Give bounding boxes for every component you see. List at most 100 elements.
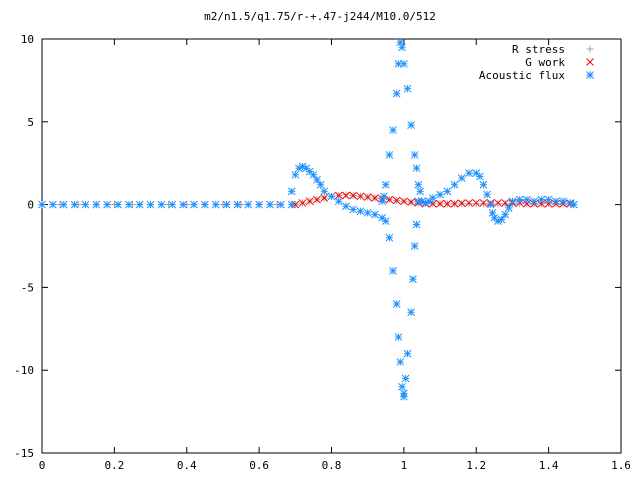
y-tick-label: -10 [14, 364, 34, 377]
cross-b [298, 199, 307, 207]
star-d2 [443, 187, 452, 196]
star-d2 [222, 200, 231, 209]
data-point [392, 89, 401, 98]
cross-b [313, 195, 321, 204]
data-point [450, 180, 459, 189]
data-point [398, 43, 406, 52]
star-d2 [476, 172, 484, 181]
data-point [385, 233, 394, 242]
star-d2 [504, 204, 513, 212]
series-acoustic-flux [38, 38, 578, 401]
star-d2 [523, 195, 531, 204]
data-point [222, 200, 231, 209]
data-point [305, 197, 314, 206]
data-point [483, 190, 491, 199]
data-point [200, 200, 209, 209]
star-d2 [394, 333, 403, 341]
star-d2 [570, 200, 578, 209]
data-point [380, 192, 388, 201]
data-point [244, 200, 253, 209]
data-point [501, 200, 509, 208]
star-d2 [410, 242, 419, 250]
data-point [537, 195, 546, 204]
x-tick-label: 1.2 [466, 459, 486, 472]
star-d2 [124, 200, 133, 209]
data-point [313, 195, 321, 204]
star-d2 [566, 199, 575, 207]
star-d2 [309, 170, 318, 179]
x-tick-label: 0 [39, 459, 46, 472]
data-point [407, 121, 415, 129]
data-point [479, 180, 488, 189]
star-d2 [287, 187, 296, 196]
data-point [488, 209, 497, 217]
star-d2 [59, 200, 68, 209]
data-point [414, 180, 423, 189]
star-d2 [276, 200, 285, 209]
star-d2 [103, 200, 111, 209]
data-point [320, 187, 329, 196]
star-d2 [371, 210, 379, 219]
series-group [38, 38, 578, 401]
star-d2 [233, 200, 242, 209]
star-d2 [146, 200, 155, 209]
cross-b [291, 200, 300, 209]
star-d2 [486, 200, 495, 209]
cross-b [436, 199, 444, 208]
star-d2 [349, 205, 358, 214]
star-d2 [508, 197, 517, 206]
star-d2 [418, 197, 426, 206]
star-d2 [200, 200, 209, 209]
data-point [479, 199, 488, 207]
star-d2 [380, 192, 388, 201]
data-point [504, 204, 513, 212]
y-tick-label: 0 [27, 199, 34, 212]
star-d2 [298, 162, 307, 171]
legend-marker [586, 71, 594, 79]
data-point [70, 200, 79, 209]
data-point [371, 194, 379, 202]
star-d2 [412, 164, 421, 173]
data-point [291, 170, 300, 179]
data-point [394, 333, 403, 341]
legend-marker [586, 58, 594, 66]
star-d2 [385, 233, 394, 242]
data-point [409, 275, 417, 283]
data-point [476, 172, 484, 181]
data-point [114, 200, 122, 209]
cross-b [392, 196, 401, 205]
data-point [472, 200, 480, 208]
star-d2 [266, 200, 274, 209]
star-d2 [488, 209, 497, 217]
data-point [398, 382, 406, 391]
star-d2 [586, 71, 594, 79]
cross-b [443, 199, 452, 208]
star-d2 [378, 197, 387, 206]
data-point [450, 199, 459, 208]
data-point [436, 199, 444, 208]
data-point [400, 389, 408, 398]
data-point [443, 199, 452, 208]
cross-b [450, 199, 459, 208]
data-point [255, 200, 263, 209]
data-point [385, 195, 394, 204]
data-point [530, 197, 539, 206]
x-tick-label: 1.4 [539, 459, 559, 472]
data-point [389, 126, 397, 134]
star-d2 [342, 202, 350, 211]
data-point [401, 374, 410, 383]
star-d2 [412, 220, 421, 229]
star-d2 [450, 180, 459, 189]
data-point [416, 187, 425, 196]
cross-b [457, 199, 466, 208]
star-d2 [398, 43, 406, 52]
star-d2 [483, 190, 491, 199]
data-point [124, 200, 133, 209]
data-point [291, 200, 300, 209]
data-point [342, 191, 350, 199]
star-d2 [394, 59, 403, 68]
y-tick-label: 10 [21, 33, 34, 46]
star-d2 [410, 151, 419, 159]
star-d2 [316, 180, 325, 189]
data-point [59, 200, 68, 209]
